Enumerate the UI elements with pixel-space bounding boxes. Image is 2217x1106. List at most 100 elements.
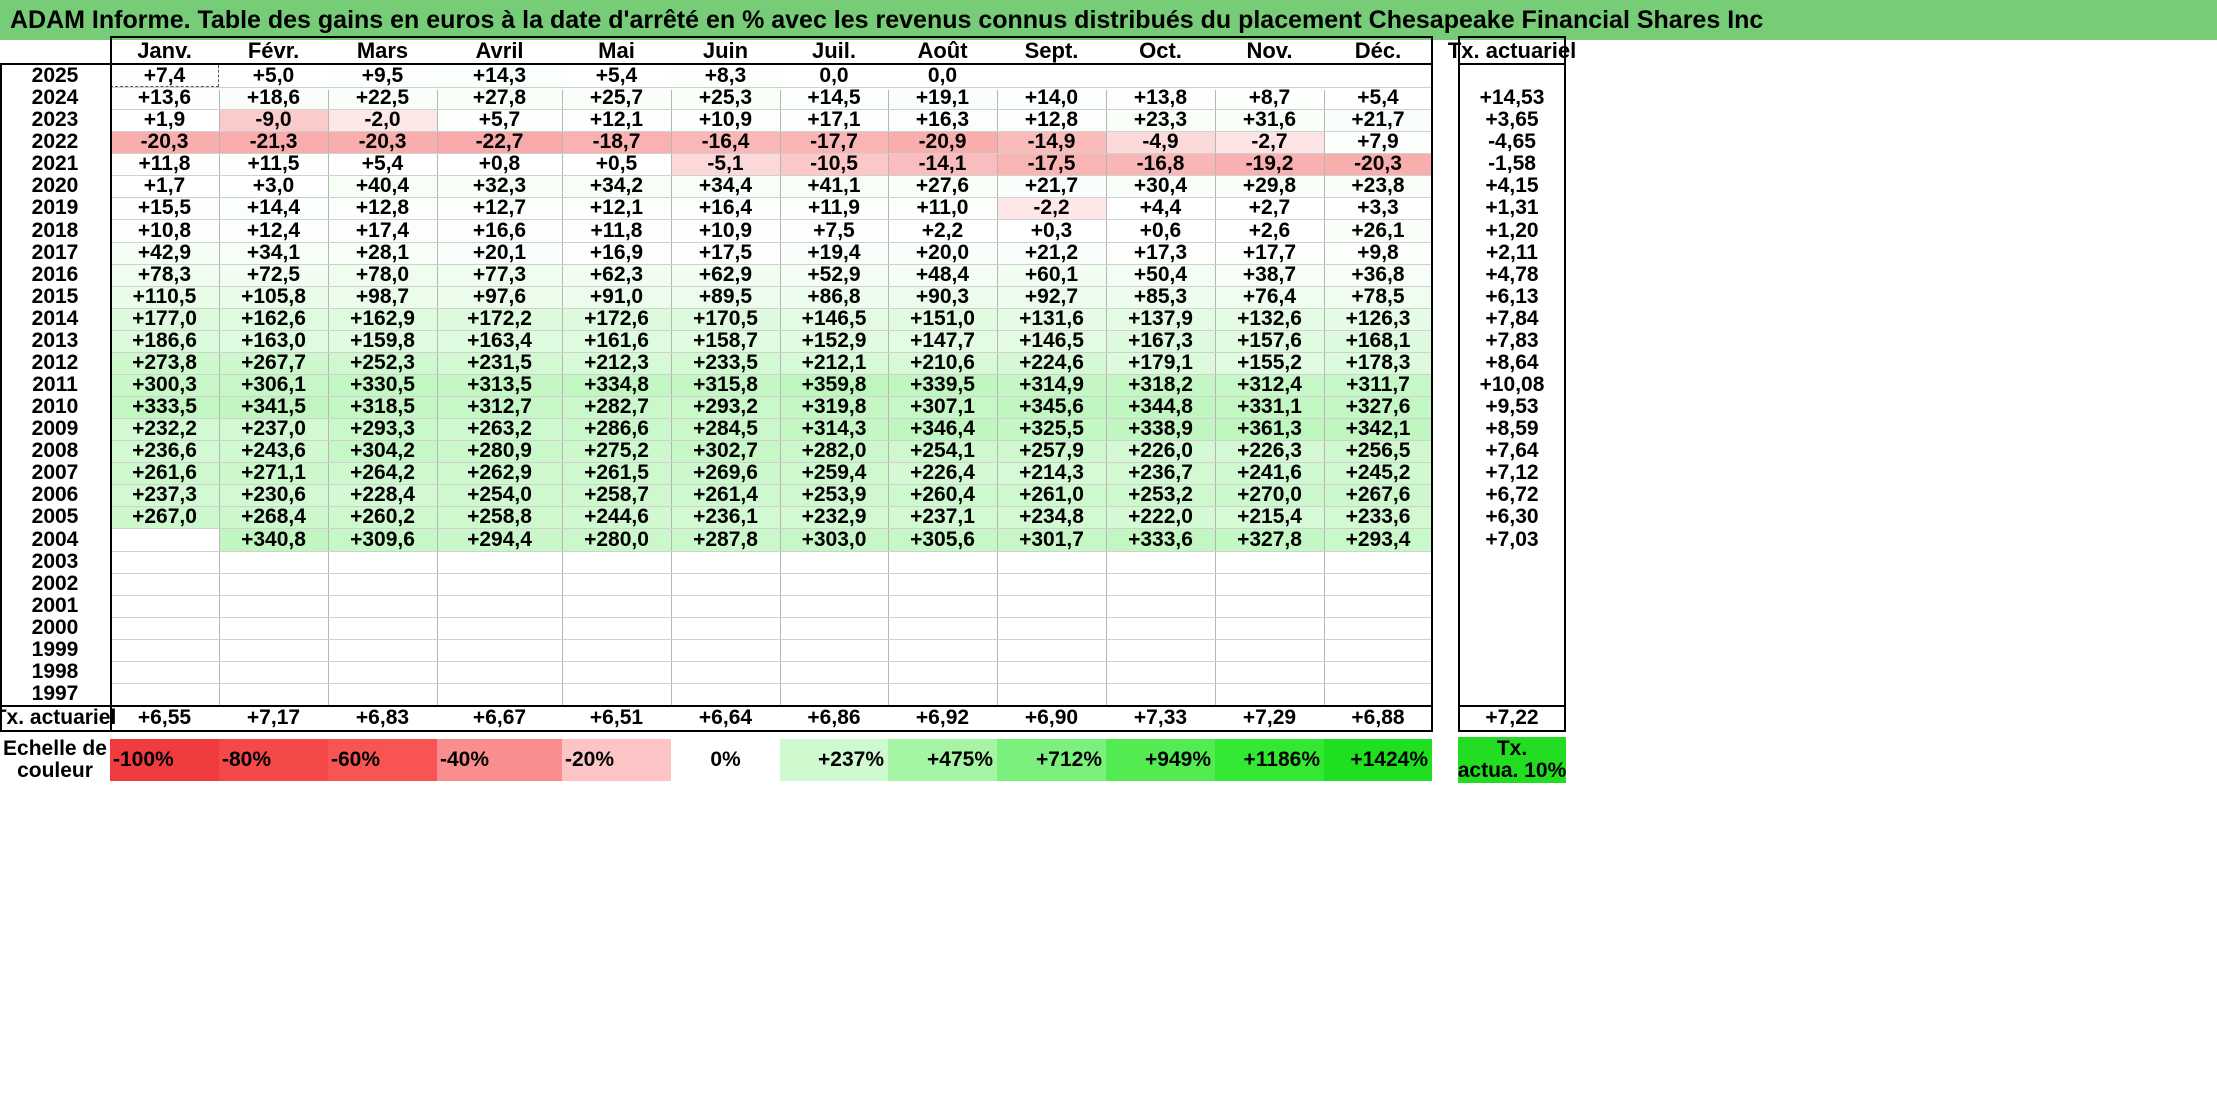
table-cell (1215, 616, 1324, 639)
legend-swatch: +1424% (1324, 739, 1432, 781)
grid-line (110, 351, 1432, 353)
table-cell: +341,5 (219, 395, 328, 419)
table-cell: +34,4 (671, 174, 780, 198)
annual-cell: +9,53 (1485, 395, 1539, 419)
table-cell: +132,6 (1215, 307, 1324, 330)
table-cell: +261,0 (997, 483, 1106, 507)
table-cell (437, 660, 562, 683)
grid-line (110, 87, 1432, 89)
table-cell: +89,5 (671, 285, 780, 308)
table-cell (780, 660, 888, 683)
table-cell: +110,5 (110, 285, 219, 308)
table-cell (888, 682, 997, 706)
legend-swatch: 0% (671, 739, 780, 781)
table-cell: +12,8 (328, 196, 437, 220)
table-cell: +137,9 (1106, 307, 1215, 330)
table-cell (1324, 550, 1432, 573)
table-cell: +5,4 (328, 152, 437, 176)
grid-line (110, 285, 1432, 287)
table-cell (1324, 572, 1432, 595)
grid-line (110, 329, 1432, 331)
table-cell (780, 616, 888, 639)
table-cell: +14,0 (997, 86, 1106, 110)
legend-annual-swatch: Tx. actua. 10% (1458, 737, 1566, 783)
table-cell: +91,0 (562, 285, 671, 308)
table-cell: +105,8 (219, 285, 328, 308)
year-label: 2014 (31, 306, 79, 330)
table-cell: +245,2 (1324, 461, 1432, 485)
table-cell: +17,1 (780, 108, 888, 132)
table-cell (888, 660, 997, 683)
table-cell: +264,2 (328, 461, 437, 485)
table-cell (328, 594, 437, 617)
table-cell: +86,8 (780, 285, 888, 308)
table-cell: +303,0 (780, 528, 888, 551)
table-cell: +318,2 (1106, 373, 1215, 397)
table-cell: +5,4 (1324, 86, 1432, 110)
table-cell: +361,3 (1215, 417, 1324, 441)
table-cell: -16,8 (1106, 152, 1215, 176)
table-cell: +17,3 (1106, 241, 1215, 264)
table-cell: +163,4 (437, 329, 562, 352)
table-cell: +14,3 (437, 64, 562, 88)
table-cell: +5,7 (437, 108, 562, 132)
table-cell (110, 616, 219, 639)
grid-line (110, 440, 1432, 442)
table-cell (328, 638, 437, 661)
table-cell: +15,5 (110, 196, 219, 220)
year-label: 2019 (31, 196, 79, 220)
table-cell: +10,9 (671, 219, 780, 242)
year-label: 2000 (31, 615, 79, 639)
table-cell: +260,4 (888, 483, 997, 507)
footer-cell: +6,67 (472, 705, 527, 729)
table-cell (219, 616, 328, 639)
table-cell: +78,3 (110, 263, 219, 286)
grid-line (110, 131, 1432, 133)
grid-line (110, 528, 1432, 530)
table-cell: -20,9 (888, 130, 997, 154)
table-cell: +42,9 (110, 241, 219, 264)
grid-line (110, 197, 1432, 199)
table-cell (671, 638, 780, 661)
footer-cell: +6,90 (1024, 705, 1079, 729)
table-cell: +226,0 (1106, 439, 1215, 463)
table-cell: +32,3 (437, 174, 562, 198)
table-cell: +237,3 (110, 483, 219, 507)
table-cell: +28,1 (328, 241, 437, 264)
table-cell: +210,6 (888, 351, 997, 374)
table-cell (997, 616, 1106, 639)
header-separator (0, 63, 1433, 65)
table-cell (110, 682, 219, 706)
table-cell: -4,9 (1106, 130, 1215, 154)
table-cell: +312,7 (437, 395, 562, 419)
column-header: Sept. (1024, 37, 1079, 63)
year-label: 2003 (31, 549, 79, 573)
year-label: 2005 (31, 505, 79, 529)
grid-line (1324, 90, 1325, 706)
table-cell (888, 550, 997, 573)
table-cell (562, 682, 671, 706)
table-cell: +5,0 (219, 64, 328, 88)
annual-cell (1458, 595, 1566, 617)
table-cell: +267,7 (219, 351, 328, 374)
table-cell: +17,4 (328, 219, 437, 242)
table-cell (780, 550, 888, 573)
table-cell (562, 550, 671, 573)
table-cell (1324, 638, 1432, 661)
legend-annual-line: actua. 10% (1457, 759, 1567, 782)
table-cell: +16,6 (437, 219, 562, 242)
table-cell (671, 594, 780, 617)
annual-cell: +7,64 (1485, 439, 1539, 463)
table-cell: +212,1 (780, 351, 888, 374)
year-label: 2025 (31, 64, 79, 88)
current-cell-outline (110, 65, 219, 88)
table-cell: -21,3 (219, 130, 328, 154)
table-cell: +38,7 (1215, 263, 1324, 286)
table-cell: +7,5 (780, 219, 888, 242)
year-label: 1997 (31, 681, 79, 705)
table-cell: +271,1 (219, 461, 328, 485)
grid-line (110, 572, 1432, 574)
table-cell: +0,3 (997, 219, 1106, 242)
table-cell: +228,4 (328, 483, 437, 507)
annual-cell (1458, 573, 1566, 595)
